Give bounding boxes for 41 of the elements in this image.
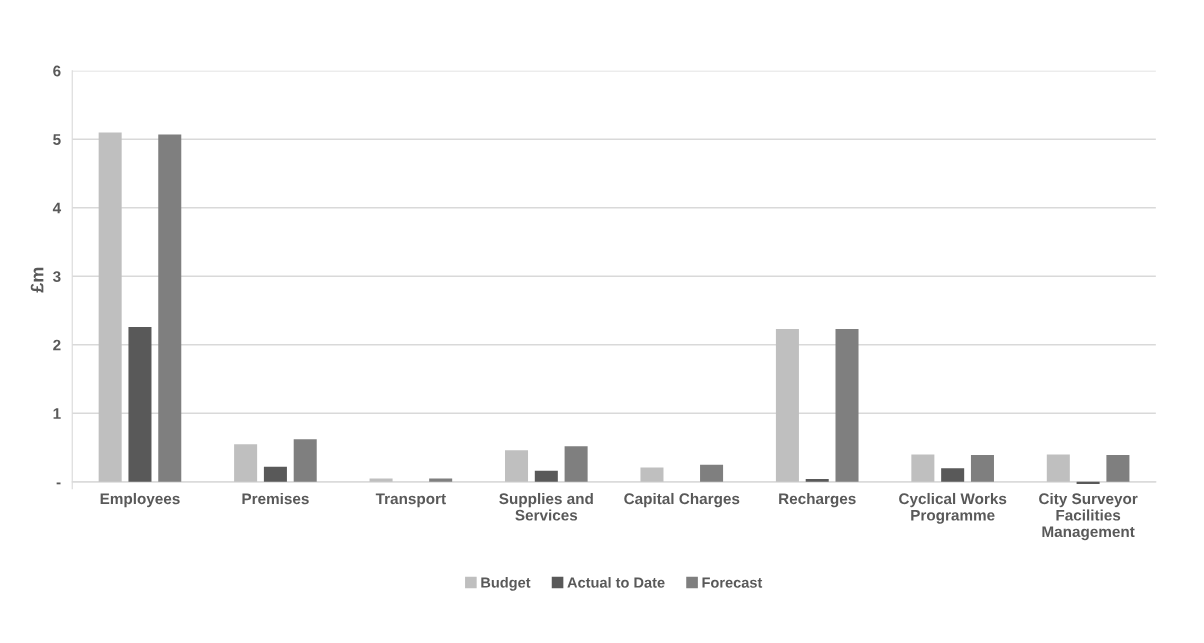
bar <box>505 450 529 482</box>
bar <box>369 478 393 482</box>
legend-label: Budget <box>481 577 531 591</box>
bar <box>534 470 558 482</box>
bar <box>564 446 588 482</box>
x-tick-label: Recharges <box>779 492 856 508</box>
bar <box>640 467 664 482</box>
bar <box>1076 481 1100 484</box>
bar <box>911 454 935 482</box>
bar <box>970 455 994 482</box>
y-tick-label: 3 <box>52 271 61 282</box>
x-tick-label: Cyclical Works Programme <box>899 492 1007 524</box>
bar <box>263 466 287 482</box>
legend-label: Actual to Date <box>567 577 665 588</box>
bar <box>835 329 859 482</box>
bar <box>700 464 724 482</box>
y-tick-label: 5 <box>53 134 61 145</box>
bar <box>1046 454 1070 482</box>
bar <box>158 134 182 482</box>
x-tick-label: Capital Charges <box>624 492 740 508</box>
bar <box>98 132 122 482</box>
y-tick-label: 1 <box>53 408 61 419</box>
y-tick-label: 2 <box>53 339 61 351</box>
y-tick-label: - <box>56 482 61 485</box>
bar <box>805 479 829 482</box>
x-tick-label: Transport <box>375 493 446 508</box>
bar <box>128 326 152 482</box>
bar <box>1106 455 1130 482</box>
bar <box>234 444 258 482</box>
x-tick-label: Premises <box>242 492 309 505</box>
x-tick-label: Employees <box>100 492 180 508</box>
bar <box>293 439 317 482</box>
y-tick-label: 6 <box>53 65 61 77</box>
x-tick-label: Supplies and Services <box>499 492 593 521</box>
bar <box>941 468 965 482</box>
y-axis-title: £m <box>30 267 44 293</box>
legend-label: Forecast <box>702 577 763 588</box>
bar <box>775 329 799 482</box>
y-tick-label: 4 <box>52 202 62 214</box>
bar <box>429 478 453 482</box>
x-tick-label: City Surveyor Facilities Management <box>1039 492 1138 541</box>
